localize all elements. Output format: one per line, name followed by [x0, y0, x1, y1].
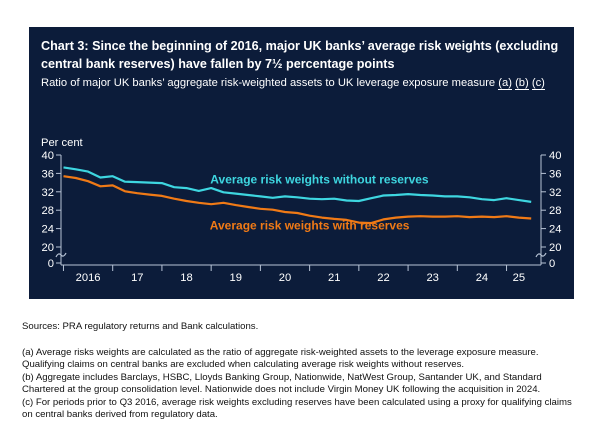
y-tick-label-left: 40	[42, 150, 54, 162]
y-axis-title: Per cent	[41, 137, 84, 149]
y-tick-label-right: 40	[549, 150, 561, 162]
y-tick-label-left: 28	[42, 205, 54, 217]
series-layer	[63, 166, 532, 225]
series-label-without-reserves: Average risk weights without reserves	[210, 173, 429, 187]
note-ref-a[interactable]: (a)	[498, 77, 512, 90]
x-tick-label: 20	[279, 272, 291, 284]
y-tick-label-right: 20	[549, 242, 561, 254]
note-ref-b[interactable]: (b)	[515, 77, 529, 90]
sources-text: Sources: PRA regulatory returns and Bank…	[22, 321, 259, 332]
x-tick-label: 18	[180, 272, 192, 284]
x-tick-label: 21	[328, 272, 340, 284]
x-tick-label: 25	[513, 272, 525, 284]
axis-break-right	[535, 252, 547, 258]
y-tick-label-right: 32	[549, 187, 561, 199]
series-line-with-reserves	[63, 175, 532, 225]
chart-subtitle-text: Ratio of major UK banks’ aggregate risk-…	[41, 77, 496, 89]
y-tick-label-right: 28	[549, 205, 561, 217]
x-tick-label: 19	[230, 272, 242, 284]
y-tick-label-right: 0	[549, 258, 555, 270]
x-tick-label: 23	[426, 272, 438, 284]
line-chart: Per cent 0 0 20 20 24 24 28 28 32 32 36 36 40 40 2016 17…	[41, 137, 561, 284]
series-line-without-reserves	[63, 166, 532, 203]
y-tick-label-left: 32	[42, 187, 54, 199]
note-ref-c[interactable]: (c)	[531, 77, 545, 90]
series-label-with-reserves: Average risk weights with reserves	[210, 219, 410, 233]
x-tick-label: 22	[377, 272, 389, 284]
y-tick-label-left: 36	[42, 168, 54, 180]
footnotes: (a) Average risks weights are calculated…	[22, 347, 582, 421]
y-tick-label-left: 20	[42, 242, 54, 254]
footnote-a: (a) Average risks weights are calculated…	[22, 347, 539, 371]
axes-layer	[55, 154, 547, 271]
chart-subtitle: Ratio of major UK banks’ aggregate risk-…	[41, 75, 561, 92]
y-tick-label-right: 36	[549, 168, 561, 180]
axis-break-left	[55, 252, 67, 258]
x-tick-label: 2016	[76, 272, 101, 284]
labels-layer: Per cent 0 0 20 20 24 24 28 28 32 32 36 36 40 40 2016 17…	[41, 137, 561, 284]
x-tick-label: 24	[476, 272, 488, 284]
chart-panel: Chart 3: Since the beginning of 2016, ma…	[29, 27, 574, 299]
chart-title: Chart 3: Since the beginning of 2016, ma…	[41, 39, 559, 71]
x-tick-label: 17	[131, 272, 143, 284]
footnote-b: (b) Aggregate includes Barclays, HSBC, L…	[22, 371, 542, 396]
footnote-c: (c) For periods prior to Q3 2016, averag…	[22, 396, 572, 421]
y-tick-label-right: 24	[549, 224, 561, 236]
y-tick-label-left: 24	[42, 224, 54, 236]
y-tick-label-left: 0	[48, 258, 54, 270]
